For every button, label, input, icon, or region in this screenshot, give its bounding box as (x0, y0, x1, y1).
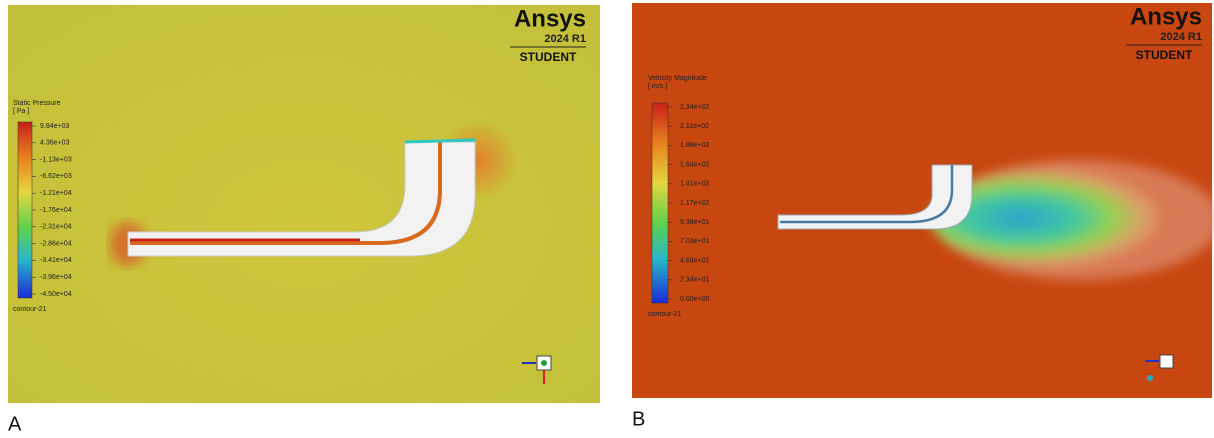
colorbar-label: 4.69e+01 (680, 257, 709, 264)
colorbar-label: 7.03e+01 (680, 238, 709, 245)
legend-unit: [ Pa ] (13, 108, 29, 115)
colorbar-label: 1.17e+02 (680, 200, 709, 207)
legend-footer: contour-21 (648, 311, 682, 318)
colorbar-label: 1.41e+02 (680, 181, 709, 188)
colorbar-label: 2.11e+02 (680, 123, 709, 130)
legend-unit: [ m/s ] (648, 83, 667, 90)
colorbar-label: -1.76e+04 (40, 207, 72, 214)
panel-label: B (632, 408, 645, 430)
colorbar-label: -3.41e+04 (40, 257, 72, 264)
logo-brand: Ansys (1130, 3, 1202, 30)
colorbar-label: -1.13e+03 (40, 156, 72, 163)
colorbar-label: 4.36e+03 (40, 140, 69, 147)
triad-dot (541, 360, 547, 366)
colorbar-label: 2.34e+01 (680, 277, 709, 284)
legend-title: Static Pressure (13, 100, 61, 107)
colorbar-label: -1.21e+04 (40, 190, 72, 197)
colorbar (652, 103, 668, 303)
triad-box (1160, 355, 1173, 368)
legend-title: Velocity Magnitude (648, 75, 707, 82)
colorbar-label: 9.38e+01 (680, 219, 709, 226)
colorbar-label: -4.50e+04 (40, 291, 72, 298)
colorbar-label: -3.96e+04 (40, 274, 72, 281)
legend-footer: contour-21 (13, 306, 47, 313)
triad-dot (1147, 375, 1153, 381)
panel-a-background (8, 5, 600, 403)
colorbar-label: 9.84e+03 (40, 123, 69, 130)
figure: AAnsys2024 R1STUDENTStatic Pressure[ Pa … (0, 0, 1214, 438)
colorbar-label: -2.86e+04 (40, 240, 72, 247)
colorbar-label: -2.31e+04 (40, 224, 72, 231)
inlet-edge (405, 140, 475, 142)
panel-label: A (8, 413, 22, 435)
colorbar-label: 2.34e+02 (680, 104, 709, 111)
colorbar-label: 0.00e+00 (680, 296, 709, 303)
logo-version: 2024 R1 (544, 33, 586, 45)
logo-brand: Ansys (514, 5, 586, 32)
colorbar-label: -6.62e+03 (40, 173, 72, 180)
colorbar-label: 1.88e+02 (680, 142, 709, 149)
logo-version: 2024 R1 (1160, 31, 1202, 43)
colorbar (18, 122, 32, 298)
colorbar-label: 1.64e+02 (680, 161, 709, 168)
logo-edition: STUDENT (1136, 48, 1193, 62)
logo-edition: STUDENT (520, 50, 577, 64)
